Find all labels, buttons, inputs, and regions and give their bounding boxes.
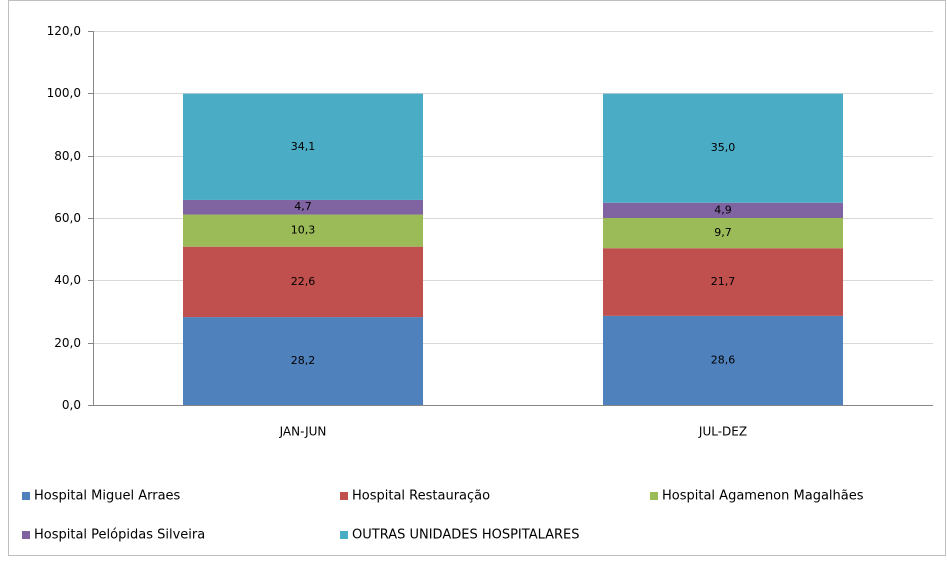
bar-segment: [603, 315, 843, 405]
y-tick-label: 60,0: [54, 211, 81, 225]
bar-segment: [603, 93, 843, 203]
y-tick-label: 0,0: [62, 398, 81, 412]
bar-segment: [183, 214, 423, 247]
legend-swatch: [22, 531, 30, 539]
value-label: 22,6: [291, 275, 316, 288]
legend-label: Hospital Pelópidas Silveira: [34, 528, 205, 543]
legend-label: Hospital Miguel Arraes: [34, 489, 181, 504]
bar-segment: [603, 248, 843, 316]
value-label: 4,7: [294, 200, 312, 213]
value-label: 4,9: [714, 203, 732, 216]
y-tick-label: 120,0: [47, 24, 81, 38]
y-tick-label: 20,0: [54, 336, 81, 350]
x-tick-label: JUL-DEZ: [698, 425, 747, 439]
value-label: 34,1: [291, 140, 316, 153]
value-label: 9,7: [714, 226, 732, 239]
legend-swatch: [340, 531, 348, 539]
value-label: 28,6: [711, 353, 736, 366]
y-tick-label: 100,0: [47, 86, 81, 100]
x-tick-label: JAN-JUN: [279, 425, 327, 439]
y-tick-label: 80,0: [54, 149, 81, 163]
bar-segment: [183, 246, 423, 318]
bar-segment: [183, 317, 423, 405]
legend-swatch: [22, 492, 30, 500]
value-label: 28,2: [291, 354, 316, 367]
chart-border: [8, 0, 946, 556]
bar-segment: [603, 202, 843, 218]
legend-label: OUTRAS UNIDADES HOSPITALARES: [352, 528, 580, 543]
y-tick-label: 40,0: [54, 273, 81, 287]
value-label: 10,3: [291, 224, 316, 237]
legend-swatch: [340, 492, 348, 500]
value-label: 21,7: [711, 275, 736, 288]
bar-segment: [183, 93, 423, 200]
legend-label: Hospital Restauração: [352, 489, 490, 504]
legend-swatch: [650, 492, 658, 500]
bar-segment: [183, 199, 423, 215]
value-label: 35,0: [711, 141, 736, 154]
bar-segment: [603, 218, 843, 249]
legend-label: Hospital Agamenon Magalhães: [662, 489, 864, 504]
